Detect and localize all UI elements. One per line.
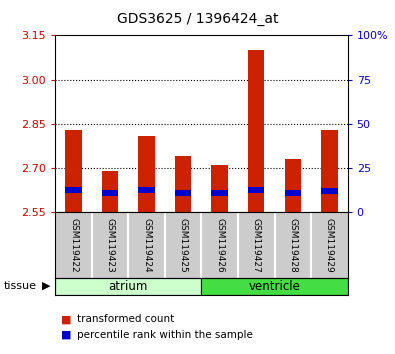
Bar bbox=[175, 156, 192, 212]
Text: tissue: tissue bbox=[4, 281, 37, 291]
Text: ■: ■ bbox=[61, 314, 72, 324]
Bar bbox=[65, 187, 82, 193]
Bar bbox=[201, 278, 348, 295]
Bar bbox=[102, 171, 118, 212]
Bar bbox=[138, 187, 155, 193]
Bar bbox=[248, 187, 265, 193]
Text: GSM119427: GSM119427 bbox=[252, 218, 261, 273]
Text: GSM119428: GSM119428 bbox=[288, 218, 297, 273]
Text: percentile rank within the sample: percentile rank within the sample bbox=[77, 330, 253, 339]
Text: transformed count: transformed count bbox=[77, 314, 174, 324]
Bar bbox=[248, 50, 265, 212]
Bar bbox=[321, 188, 338, 194]
Bar bbox=[55, 278, 201, 295]
Text: GSM119422: GSM119422 bbox=[69, 218, 78, 273]
Bar bbox=[175, 190, 192, 196]
Bar bbox=[138, 136, 155, 212]
Bar bbox=[211, 165, 228, 212]
Bar bbox=[211, 190, 228, 196]
Bar bbox=[102, 190, 118, 196]
Text: ventricle: ventricle bbox=[248, 280, 301, 293]
Text: GSM119423: GSM119423 bbox=[105, 218, 115, 273]
Text: GDS3625 / 1396424_at: GDS3625 / 1396424_at bbox=[117, 12, 278, 27]
Text: GSM119426: GSM119426 bbox=[215, 218, 224, 273]
Text: GSM119424: GSM119424 bbox=[142, 218, 151, 273]
Bar bbox=[284, 159, 301, 212]
Bar bbox=[321, 130, 338, 212]
Bar bbox=[65, 130, 82, 212]
Text: ▶: ▶ bbox=[41, 281, 50, 291]
Text: GSM119429: GSM119429 bbox=[325, 218, 334, 273]
Text: GSM119425: GSM119425 bbox=[179, 218, 188, 273]
Text: atrium: atrium bbox=[109, 280, 148, 293]
Bar bbox=[284, 190, 301, 196]
Text: ■: ■ bbox=[61, 330, 72, 339]
